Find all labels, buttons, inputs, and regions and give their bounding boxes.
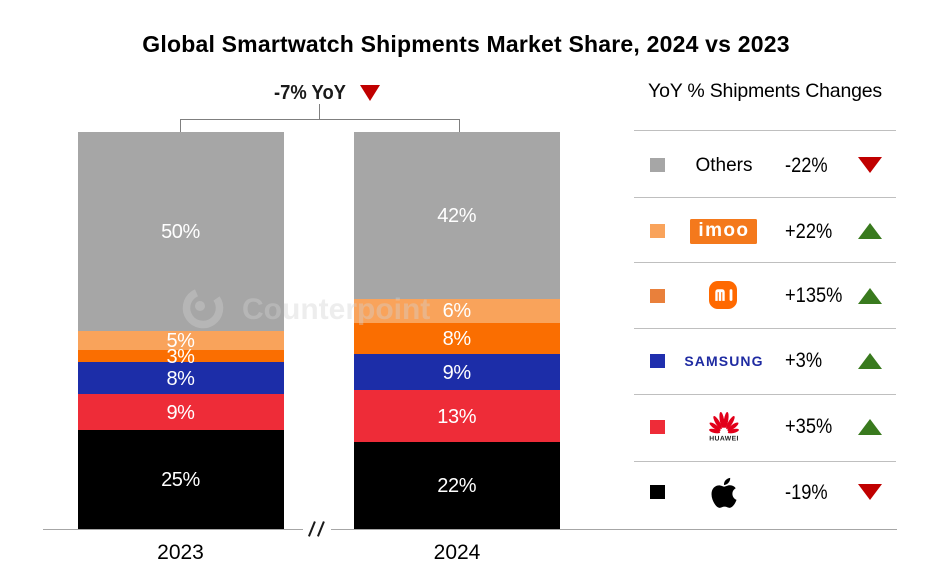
svg-text:Counterpoint: Counterpoint bbox=[242, 293, 430, 326]
svg-text:HUAWEI: HUAWEI bbox=[709, 435, 739, 442]
